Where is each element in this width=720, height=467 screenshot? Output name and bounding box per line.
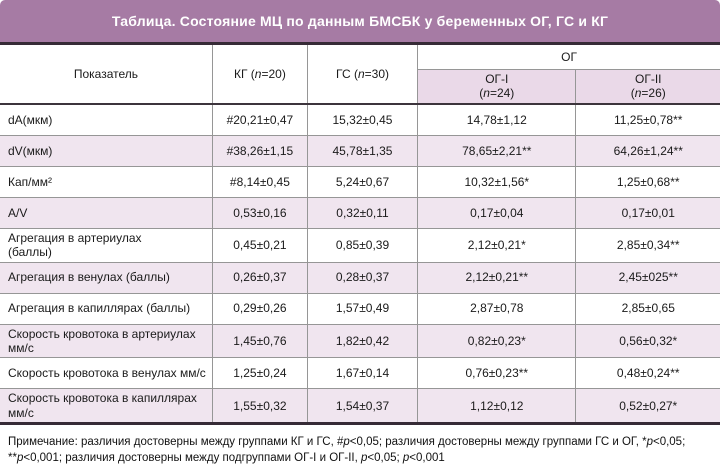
table-row: Агрегация в капиллярах (баллы) 0,29±0,26 1… (0, 292, 720, 325)
text: ОГ-I (485, 72, 509, 86)
value-cell-kg: #20,21±0,47 (211, 103, 308, 136)
row-label-cell: Скорость кровотока в капиллярах мм/с (0, 388, 213, 423)
italic-text: n (634, 86, 642, 101)
title-divider-rule (0, 42, 720, 45)
italic-text: n (254, 66, 262, 81)
value-cell-gs: 1,57±0,49 (306, 292, 419, 325)
table-row: Кап/мм² #8,14±0,45 5,24±0,67 10,32±1,56* 1,2… (0, 165, 720, 198)
value-cell-og1: 0,17±0,04 (417, 196, 577, 229)
value-cell-og2: 11,25±0,78** (575, 103, 720, 136)
header-indicator: Показатель (0, 45, 213, 105)
text: =24) (489, 86, 515, 101)
header-og1: ОГ-I (n=24) (417, 68, 577, 105)
table-row: dA(мкм) #20,21±0,47 15,32±0,45 14,78±1,12 11… (0, 103, 720, 136)
text: ГС ( (335, 66, 358, 81)
value-cell-kg: #38,26±1,15 (211, 134, 308, 167)
value-cell-gs: 0,85±0,39 (306, 227, 419, 263)
value-cell-og2: 0,48±0,24** (575, 357, 720, 390)
value-cell-og2: 0,17±0,01 (575, 196, 720, 229)
value-cell-og2: 0,52±0,27* (575, 388, 720, 423)
value-cell-og1: 1,12±0,12 (417, 388, 577, 423)
row-label-cell: Кап/мм² (0, 165, 213, 198)
table-header: Показатель КГ (n=20) ГС (n=30) ОГ ОГ-I (n… (0, 45, 720, 105)
value-cell-kg: 0,45±0,21 (211, 227, 308, 263)
value-cell-gs: 15,32±0,45 (306, 103, 419, 136)
value-cell-og1: 2,12±0,21** (417, 261, 577, 294)
text: Примечание: различия достоверны между гр… (8, 436, 344, 449)
value-cell-gs: 45,78±1,35 (306, 134, 419, 167)
table-row: Агрегация в артериулах (баллы) 0,45±0,21 0… (0, 227, 720, 263)
value-cell-og1: 0,82±0,23* (417, 323, 577, 359)
table-row: Агрегация в венулах (баллы) 0,26±0,37 0,28… (0, 261, 720, 294)
text: <0,05; (367, 452, 403, 465)
value-cell-og2: 64,26±1,24** (575, 134, 720, 167)
row-label-cell: Агрегация в капиллярах (баллы) (0, 292, 213, 325)
value-cell-og1: 10,32±1,56* (417, 165, 577, 198)
header-kg: КГ (n=20) (211, 45, 308, 105)
text: КГ ( (233, 66, 255, 81)
value-cell-kg: 0,29±0,26 (211, 292, 308, 325)
value-cell-gs: 5,24±0,67 (306, 165, 419, 198)
value-cell-og1: 14,78±1,12 (417, 103, 577, 136)
text: <0,001; различия достоверны между подгру… (23, 452, 361, 465)
row-label-cell: Скорость кровотока в артериулах мм/с (0, 323, 213, 359)
text: <0,05; различия достоверны между группам… (349, 436, 647, 449)
text: ( (479, 86, 484, 101)
value-cell-og2: 0,56±0,32* (575, 323, 720, 359)
footnote-line-2: **p<0,001; различия достоверны между под… (8, 450, 712, 466)
value-cell-gs: 1,82±0,42 (306, 323, 419, 359)
text: =26) (641, 86, 666, 101)
value-cell-og1: 2,12±0,21* (417, 227, 577, 263)
text: ОГ-II (634, 72, 662, 86)
value-cell-og1: 2,87±0,78 (417, 292, 577, 325)
table-row: A/V 0,53±0,16 0,32±0,11 0,17±0,04 0,17±0,01 (0, 196, 720, 229)
value-cell-og1: 78,65±2,21** (417, 134, 577, 167)
text: =30) (364, 66, 389, 81)
value-cell-gs: 0,32±0,11 (306, 196, 419, 229)
header-row-main: Показатель КГ (n=20) ГС (n=30) ОГ (0, 45, 720, 105)
value-cell-kg: 1,55±0,32 (211, 388, 308, 423)
value-cell-gs: 0,28±0,37 (306, 261, 419, 294)
header-gs: ГС (n=30) (306, 45, 419, 105)
row-label-cell: Агрегация в венулах (баллы) (0, 261, 213, 294)
value-cell-gs: 1,67±0,14 (306, 357, 419, 390)
italic-text: n (357, 66, 365, 81)
header-og2: ОГ-II (n=26) (575, 68, 720, 105)
table-title: Таблица. Состояние МЦ по данным БМСБК у … (111, 13, 609, 29)
table-title-band: Таблица. Состояние МЦ по данным БМСБК у … (0, 0, 720, 42)
value-cell-og2: 1,25±0,68** (575, 165, 720, 198)
table-row: Скорость кровотока в артериулах мм/с 1,45… (0, 323, 720, 359)
value-cell-og2: 2,45±025** (575, 261, 720, 294)
text: ** (8, 452, 17, 465)
data-table: Показатель КГ (n=20) ГС (n=30) ОГ ОГ-I (n… (0, 45, 720, 423)
value-cell-kg: #8,14±0,45 (211, 165, 308, 198)
value-cell-kg: 0,53±0,16 (211, 196, 308, 229)
text: =20) (261, 66, 286, 81)
footnote-line-1: Примечание: различия достоверны между гр… (8, 434, 712, 450)
header-og-group: ОГ (417, 45, 720, 70)
row-label-cell: dV(мкм) (0, 134, 213, 167)
row-label-cell: A/V (0, 196, 213, 229)
text: ( (630, 86, 635, 101)
text: <0,05; (652, 436, 686, 449)
text: <0,001 (409, 452, 445, 465)
value-cell-gs: 1,54±0,37 (306, 388, 419, 423)
italic-text: n (483, 86, 490, 101)
value-cell-og2: 2,85±0,34** (575, 227, 720, 263)
value-cell-kg: 1,45±0,76 (211, 323, 308, 359)
value-cell-kg: 1,25±0,24 (211, 357, 308, 390)
row-label-cell: Скорость кровотока в венулах мм/с (0, 357, 213, 390)
table-row: Скорость кровотока в капиллярах мм/с 1,55… (0, 388, 720, 423)
value-cell-kg: 0,26±0,37 (211, 261, 308, 294)
footnote: Примечание: различия достоверны между гр… (0, 425, 720, 467)
value-cell-og1: 0,76±0,23** (417, 357, 577, 390)
row-label-cell: dA(мкм) (0, 103, 213, 136)
header-row-sub: ОГ-I (n=24) ОГ-II (n=26) (0, 68, 720, 105)
table-row: dV(мкм) #38,26±1,15 45,78±1,35 78,65±2,21**… (0, 134, 720, 167)
row-label-cell: Агрегация в артериулах (баллы) (0, 227, 213, 263)
table-row: Скорость кровотока в венулах мм/с 1,25±0,… (0, 357, 720, 390)
value-cell-og2: 2,85±0,65 (575, 292, 720, 325)
table-body: dA(мкм) #20,21±0,47 15,32±0,45 14,78±1,12 11… (0, 103, 720, 423)
